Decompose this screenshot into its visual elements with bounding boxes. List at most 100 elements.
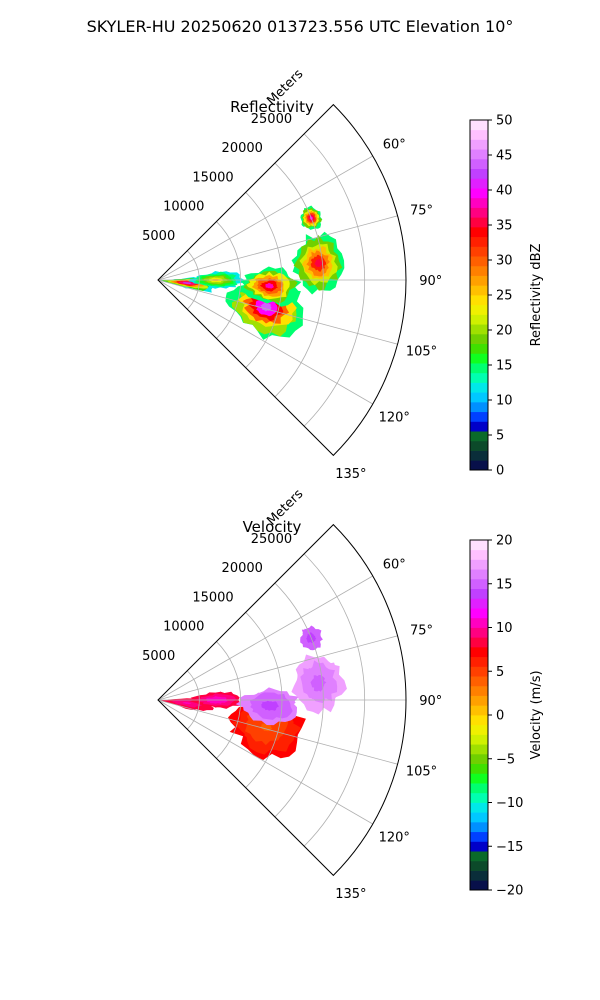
velocity-sector: 60° 75° 90° 105° 120° 135° 5000 10000 15000 20000… [142,487,442,902]
sector-outline [157,523,407,877]
colorbar-swatch [470,120,488,131]
colorbar-swatch [470,763,488,774]
reflectivity-colorbar: 0 5 10 15 20 25 30 35 40 45 50 Reflectivity dBZ [469,114,544,479]
range-tick-label: 15000 [192,170,233,185]
colorbar-swatch [470,792,488,803]
colorbar-swatch [470,217,488,228]
polar-grid [157,553,406,847]
colorbar-tick-label: 40 [496,184,513,199]
colorbar-swatch [470,256,488,267]
colorbar-tick-label: 15 [496,577,513,592]
range-tick-label: 10000 [163,620,204,635]
colorbar-label: Reflectivity dBZ [529,244,544,347]
colorbar-swatch [470,588,488,599]
range-tick-label: 5000 [142,229,175,244]
colorbar-swatch [470,734,488,745]
colorbar-swatch [470,265,488,276]
colorbar-swatch [470,608,488,619]
colorbar-swatch [470,411,488,422]
colorbar-tick-label: −15 [496,840,523,855]
azimuth-line [157,699,373,825]
colorbar-swatch [470,540,488,551]
azimuth-line [157,279,398,345]
colorbar-swatch [470,773,488,784]
velocity-title: Velocity [243,518,302,536]
colorbar-swatch [470,753,488,765]
colorbar-swatch [470,440,488,451]
colorbar-swatch [470,559,488,570]
colorbar-swatch [470,236,488,247]
echo-contour [314,258,323,268]
range-tick-label: 20000 [222,141,263,156]
colorbar-swatch [470,343,488,354]
colorbar-swatch [470,715,488,726]
colorbar-swatch [470,569,488,580]
echo-contour [264,703,274,709]
colorbar-tick-label: 20 [496,534,513,549]
colorbar-swatch [470,304,488,315]
velocity-colorbar: −20 −15 −10 −5 0 5 10 15 20 Velocity (m/s) [469,534,544,899]
range-tick-label: 20000 [222,561,263,576]
colorbar-swatch [470,598,488,609]
colorbar-swatch [470,353,488,364]
echo-cell [291,654,347,715]
colorbar-tick-label: −20 [496,884,523,899]
colorbar-tick-label: 45 [496,149,513,164]
azimuth-line [157,635,398,701]
colorbar-swatch [470,744,488,755]
colorbar-swatch [470,431,488,442]
colorbar-swatch [470,226,488,238]
colorbar-swatch [470,197,488,208]
colorbar-swatch [470,676,488,687]
colorbar-label: Velocity (m/s) [529,670,544,759]
azimuth-tick-label: 90° [419,274,442,289]
colorbar-swatch [470,324,488,335]
colorbar-swatch [470,460,488,471]
colorbar-tick-label: 10 [496,621,513,636]
sector-outline [157,103,407,457]
azimuth-line [157,575,373,701]
colorbar-swatch [470,149,488,160]
colorbar-swatch [470,802,488,813]
colorbar-swatch [470,295,488,306]
echo-cells [159,205,345,340]
colorbar-tick-label: −10 [496,796,523,811]
colorbar-swatch [470,666,488,677]
azimuth-tick-label: 135° [335,887,366,902]
reflectivity-sector: 60° 75° 90° 105° 120° 135° 5000 10000 15000 20000… [142,67,442,482]
colorbar-tick-label: 30 [496,254,513,269]
azimuth-tick-label: 120° [379,410,410,425]
colorbar-swatch [470,363,488,374]
echo-contour [265,282,274,289]
colorbar-swatch [470,129,488,140]
colorbar-swatch [470,158,488,170]
azimuth-line [157,155,373,281]
colorbar-swatch [470,285,488,296]
colorbar-tick-label: 15 [496,359,513,374]
colorbar-tick-label: 0 [496,464,504,479]
colorbar-swatch [470,637,488,648]
colorbar-swatch [470,685,488,696]
colorbar-swatch [470,392,488,403]
colorbar-swatch [470,382,488,393]
echo-contour [314,678,323,688]
azimuth-tick-label: 60° [383,138,406,153]
colorbar-swatch [470,880,488,891]
colorbar-tick-label: 5 [496,429,504,444]
echo-cells [159,625,347,760]
colorbar-swatch [470,450,488,461]
reflectivity-title: Reflectivity [230,98,314,116]
colorbar-tick-label: −5 [496,752,515,767]
azimuth-tick-label: 60° [383,558,406,573]
colorbar-swatch [470,578,488,590]
colorbar-swatch [470,333,488,345]
colorbar-swatch [470,821,488,833]
colorbar-swatch [470,314,488,325]
velocity-panel: Velocity 60° 75° 90° 105° 120° 135° 5000 10000 1… [142,487,544,902]
colorbar-swatch [470,188,488,199]
colorbar-swatch [470,246,488,257]
colorbar-tick-label: 35 [496,219,513,234]
colorbar-swatch [470,783,488,794]
colorbar-tick-label: 10 [496,394,513,409]
